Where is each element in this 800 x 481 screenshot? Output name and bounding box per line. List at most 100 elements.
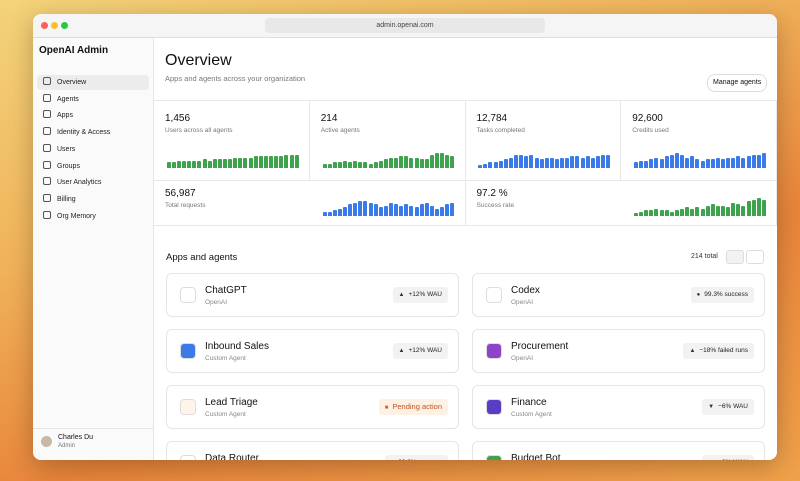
app-card[interactable]: Budget BotCustom Agent▲+9% WAU bbox=[472, 441, 765, 460]
nav-label: User Analytics bbox=[57, 179, 102, 187]
nav-item[interactable]: Users bbox=[37, 142, 149, 157]
app-icon bbox=[486, 343, 502, 359]
spark-bar bbox=[680, 208, 685, 216]
spark-bar bbox=[751, 199, 756, 216]
spark-bar bbox=[322, 211, 327, 216]
sparkline bbox=[478, 148, 611, 168]
spark-bar bbox=[539, 159, 544, 168]
nav-item[interactable]: Identity & Access bbox=[37, 125, 149, 140]
stat-value: 214 bbox=[320, 113, 338, 124]
manage-agents-button[interactable]: Manage agents bbox=[707, 74, 768, 92]
spark-bar bbox=[514, 154, 519, 168]
app-card[interactable]: Inbound Sales Custom Agent ▲ +12% WAU bbox=[166, 329, 459, 373]
spark-bar bbox=[585, 156, 590, 168]
spark-bar bbox=[228, 159, 233, 168]
spark-bar bbox=[348, 162, 353, 168]
app-card[interactable]: ChatGPT OpenAI ▲ +12% WAU bbox=[166, 273, 459, 317]
spark-bar bbox=[705, 159, 710, 168]
stat-card: 97.2 % Success rate bbox=[465, 181, 777, 226]
spark-bar bbox=[332, 210, 337, 216]
divider bbox=[154, 100, 777, 101]
badge-text: −6% WAU bbox=[718, 403, 748, 410]
nav-item[interactable]: Agents bbox=[37, 92, 149, 107]
spark-bar bbox=[690, 156, 695, 168]
spark-bar bbox=[529, 154, 534, 168]
stat-label: Tasks completed bbox=[476, 127, 525, 134]
grid-view-toggle[interactable] bbox=[746, 250, 764, 264]
page-subtitle: Apps and agents across your organization bbox=[165, 74, 306, 83]
nav-item[interactable]: Groups bbox=[37, 159, 149, 174]
app-owner: OpenAI bbox=[511, 299, 534, 306]
spark-bar bbox=[674, 210, 679, 216]
spark-bar bbox=[549, 157, 554, 168]
app-card[interactable]: Codex OpenAI ● 99.3% success bbox=[472, 273, 765, 317]
spark-bar bbox=[368, 163, 373, 168]
app-card[interactable]: Finance Custom Agent ▼ −6% WAU bbox=[472, 385, 765, 429]
spark-bar bbox=[685, 207, 690, 216]
stat-label: Credits used bbox=[632, 127, 669, 134]
spark-bar bbox=[368, 202, 373, 216]
nav-icon bbox=[43, 143, 51, 152]
spark-bar bbox=[429, 205, 434, 216]
spark-bar bbox=[399, 205, 404, 216]
spark-bar bbox=[378, 160, 383, 168]
nav-label: Users bbox=[57, 145, 76, 153]
minimize-button[interactable] bbox=[51, 22, 58, 29]
stat-label: Success rate bbox=[476, 202, 515, 209]
status-badge: ■ Pending action bbox=[378, 399, 448, 415]
avatar[interactable] bbox=[41, 436, 52, 447]
nav-icon bbox=[43, 160, 51, 169]
spark-bar bbox=[644, 160, 649, 168]
nav-item[interactable]: Billing bbox=[37, 192, 149, 207]
app-owner: Custom Agent bbox=[205, 355, 246, 362]
spark-bar bbox=[337, 162, 342, 168]
spark-bar bbox=[731, 202, 736, 216]
close-button[interactable] bbox=[41, 22, 48, 29]
app-name: Finance bbox=[511, 397, 547, 408]
app-card[interactable]: Procurement OpenAI ▲ −18% failed runs bbox=[472, 329, 765, 373]
spark-bar bbox=[761, 153, 766, 168]
spark-bar bbox=[565, 157, 570, 168]
spark-bar bbox=[258, 156, 263, 168]
spark-bar bbox=[197, 160, 202, 168]
spark-bar bbox=[223, 159, 228, 168]
spark-bar bbox=[639, 160, 644, 168]
spark-bar bbox=[383, 205, 388, 216]
nav-icon bbox=[43, 77, 51, 85]
spark-bar bbox=[498, 160, 503, 168]
app-name: Data Router bbox=[205, 453, 259, 460]
spark-bar bbox=[394, 204, 399, 216]
nav-item[interactable]: Apps bbox=[37, 108, 149, 123]
spark-bar bbox=[554, 159, 559, 168]
nav-item[interactable]: Overview bbox=[37, 75, 149, 90]
spark-bar bbox=[332, 162, 337, 168]
spark-bar bbox=[409, 157, 414, 168]
spark-bar bbox=[595, 156, 600, 168]
list-view-toggle[interactable] bbox=[726, 250, 744, 264]
badge-text: 99.3% success bbox=[398, 459, 442, 460]
app-icon bbox=[180, 399, 196, 415]
app-card[interactable]: Data RouterCustom Agent●99.3% success bbox=[166, 441, 459, 460]
spark-bar bbox=[363, 201, 368, 216]
nav-icon bbox=[43, 110, 51, 119]
spark-bar bbox=[394, 157, 399, 168]
spark-bar bbox=[171, 162, 176, 168]
spark-bar bbox=[575, 156, 580, 168]
spark-bar bbox=[580, 157, 585, 168]
app-card[interactable]: Lead Triage Custom Agent ■ Pending action bbox=[166, 385, 459, 429]
badge-icon: ▲ bbox=[689, 348, 696, 354]
stat-value: 97.2 % bbox=[476, 188, 508, 199]
spark-bar bbox=[435, 153, 440, 168]
spark-bar bbox=[756, 198, 761, 216]
stat-card: 214 Active agents bbox=[309, 101, 466, 181]
spark-bar bbox=[337, 208, 342, 216]
address-bar[interactable]: admin.openai.com bbox=[265, 18, 545, 33]
spark-bar bbox=[705, 205, 710, 216]
spark-bar bbox=[419, 204, 424, 216]
spark-bar bbox=[756, 154, 761, 168]
badge-icon: ▲ bbox=[398, 348, 405, 354]
nav-item[interactable]: User Analytics bbox=[37, 175, 149, 190]
nav-item[interactable]: Org Memory bbox=[37, 209, 149, 224]
spark-bar bbox=[761, 199, 766, 216]
zoom-button[interactable] bbox=[61, 22, 68, 29]
